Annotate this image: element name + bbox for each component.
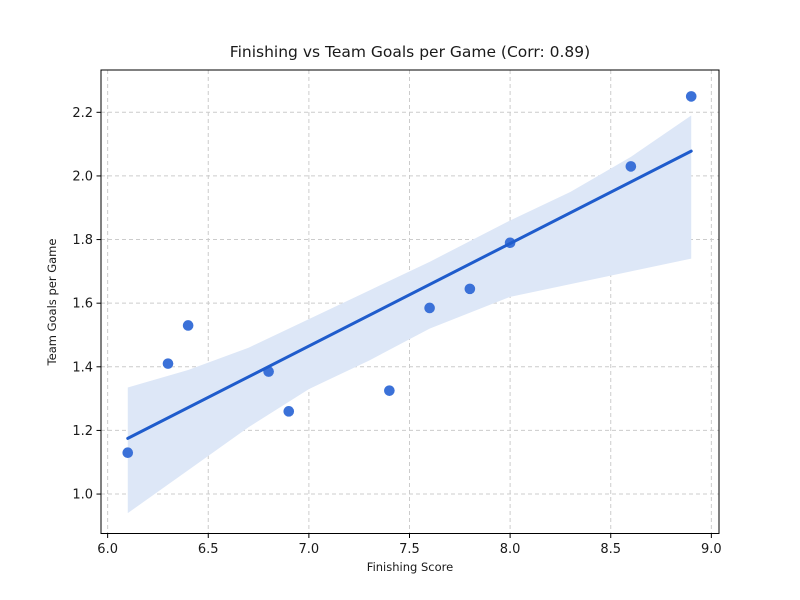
x-tick-label: 7.5	[399, 542, 420, 557]
data-point	[162, 358, 174, 369]
x-tick-label: 6.5	[198, 542, 219, 557]
data-point	[424, 302, 435, 314]
x-tick-label: 8.5	[600, 542, 621, 557]
y-tick-label: 1.6	[72, 297, 93, 312]
data-point	[625, 161, 637, 172]
x-tick-label: 7.0	[299, 542, 320, 557]
y-tick-label: 1.8	[72, 233, 93, 248]
y-tick-label: 2.2	[72, 106, 93, 121]
y-tick-label: 1.2	[72, 424, 93, 439]
chart-title: Finishing vs Team Goals per Game (Corr: …	[229, 43, 591, 61]
x-tick-label: 6.0	[97, 542, 118, 557]
y-tick-label: 1.0	[72, 488, 93, 503]
data-point	[182, 320, 194, 331]
data-point	[122, 447, 134, 458]
data-point	[464, 283, 476, 295]
regression-line	[126, 149, 693, 440]
data-point	[283, 406, 295, 417]
y-tick-label: 2.0	[72, 169, 93, 184]
confidence-band	[127, 115, 692, 514]
x-tick-label: 8.0	[500, 542, 521, 557]
data-point	[685, 91, 697, 102]
plot-border	[100, 69, 720, 534]
data-point	[384, 385, 395, 396]
y-tick-label: 1.4	[72, 360, 93, 375]
x-tick-label: 9.0	[701, 542, 722, 557]
x-axis-label: Finishing Score	[366, 560, 454, 574]
